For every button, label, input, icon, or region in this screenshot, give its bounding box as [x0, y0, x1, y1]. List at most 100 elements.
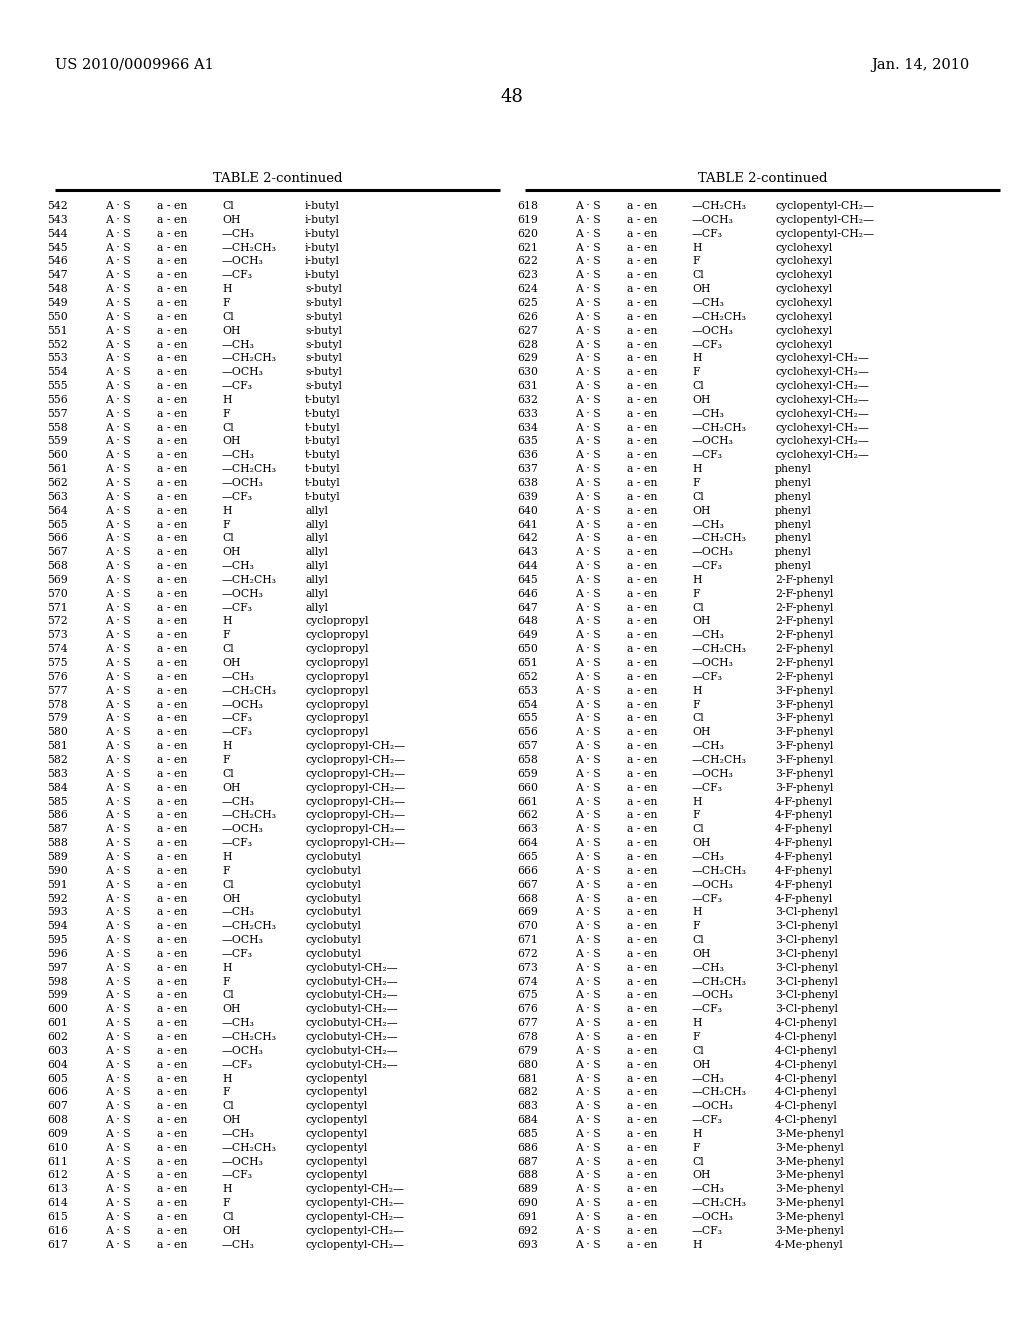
Text: 547: 547	[47, 271, 68, 280]
Text: cyclopropyl: cyclopropyl	[305, 616, 369, 627]
Text: cyclohexyl-CH₂—: cyclohexyl-CH₂—	[775, 381, 869, 391]
Text: 4-Cl-phenyl: 4-Cl-phenyl	[775, 1115, 838, 1125]
Text: 629: 629	[517, 354, 538, 363]
Text: F: F	[222, 866, 229, 875]
Text: a - en: a - en	[157, 506, 187, 516]
Text: i-butyl: i-butyl	[305, 201, 340, 211]
Text: OH: OH	[692, 1171, 711, 1180]
Text: A · S: A · S	[105, 506, 131, 516]
Text: —CH₂CH₃: —CH₂CH₃	[222, 810, 278, 821]
Text: 618: 618	[517, 201, 538, 211]
Text: allyl: allyl	[305, 603, 328, 612]
Text: 4-Cl-phenyl: 4-Cl-phenyl	[775, 1101, 838, 1111]
Text: t-butyl: t-butyl	[305, 492, 341, 502]
Text: A · S: A · S	[105, 450, 131, 461]
Text: F: F	[692, 810, 699, 821]
Text: 685: 685	[517, 1129, 538, 1139]
Text: A · S: A · S	[105, 1156, 131, 1167]
Text: 652: 652	[517, 672, 538, 682]
Text: —OCH₃: —OCH₃	[692, 659, 734, 668]
Text: cyclopentyl: cyclopentyl	[305, 1143, 368, 1152]
Text: 542: 542	[47, 201, 68, 211]
Text: 4-F-phenyl: 4-F-phenyl	[775, 879, 834, 890]
Text: A · S: A · S	[105, 824, 131, 834]
Text: 683: 683	[517, 1101, 538, 1111]
Text: —CH₃: —CH₃	[692, 1184, 725, 1195]
Text: a - en: a - en	[157, 271, 187, 280]
Text: 588: 588	[47, 838, 68, 849]
Text: a - en: a - en	[157, 603, 187, 612]
Text: 587: 587	[47, 824, 68, 834]
Text: 607: 607	[47, 1101, 68, 1111]
Text: A · S: A · S	[105, 520, 131, 529]
Text: —CH₃: —CH₃	[222, 339, 255, 350]
Text: OH: OH	[692, 1060, 711, 1069]
Text: Cl: Cl	[222, 533, 233, 544]
Text: —CH₃: —CH₃	[222, 796, 255, 807]
Text: a - en: a - en	[627, 1045, 657, 1056]
Text: A · S: A · S	[105, 962, 131, 973]
Text: A · S: A · S	[575, 478, 601, 488]
Text: A · S: A · S	[105, 866, 131, 875]
Text: 4-F-phenyl: 4-F-phenyl	[775, 810, 834, 821]
Text: 645: 645	[517, 576, 538, 585]
Text: —CH₂CH₃: —CH₂CH₃	[222, 576, 278, 585]
Text: Cl: Cl	[692, 271, 703, 280]
Text: phenyl: phenyl	[775, 492, 812, 502]
Text: cyclohexyl: cyclohexyl	[775, 339, 833, 350]
Text: 3-Me-phenyl: 3-Me-phenyl	[775, 1199, 844, 1208]
Text: —OCH₃: —OCH₃	[222, 824, 264, 834]
Text: cyclopentyl: cyclopentyl	[305, 1115, 368, 1125]
Text: A · S: A · S	[575, 644, 601, 655]
Text: a - en: a - en	[157, 962, 187, 973]
Text: 663: 663	[517, 824, 538, 834]
Text: 4-Cl-phenyl: 4-Cl-phenyl	[775, 1018, 838, 1028]
Text: —CH₂CH₃: —CH₂CH₃	[222, 921, 278, 931]
Text: —CH₃: —CH₃	[222, 907, 255, 917]
Text: A · S: A · S	[575, 700, 601, 710]
Text: A · S: A · S	[575, 243, 601, 252]
Text: US 2010/0009966 A1: US 2010/0009966 A1	[55, 58, 214, 73]
Text: A · S: A · S	[105, 1032, 131, 1041]
Text: A · S: A · S	[105, 1018, 131, 1028]
Text: A · S: A · S	[575, 492, 601, 502]
Text: 555: 555	[47, 381, 68, 391]
Text: cyclopentyl: cyclopentyl	[305, 1073, 368, 1084]
Text: cyclobutyl-CH₂—: cyclobutyl-CH₂—	[305, 962, 397, 973]
Text: Cl: Cl	[222, 1212, 233, 1222]
Text: A · S: A · S	[575, 851, 601, 862]
Text: 553: 553	[47, 354, 68, 363]
Text: A · S: A · S	[575, 755, 601, 766]
Text: 639: 639	[517, 492, 538, 502]
Text: A · S: A · S	[575, 1226, 601, 1236]
Text: H: H	[692, 1129, 701, 1139]
Text: —CH₂CH₃: —CH₂CH₃	[222, 354, 278, 363]
Text: 558: 558	[47, 422, 68, 433]
Text: A · S: A · S	[575, 339, 601, 350]
Text: 562: 562	[47, 478, 68, 488]
Text: OH: OH	[222, 894, 241, 903]
Text: A · S: A · S	[575, 879, 601, 890]
Text: a - en: a - en	[157, 659, 187, 668]
Text: A · S: A · S	[575, 935, 601, 945]
Text: 568: 568	[47, 561, 68, 572]
Text: a - en: a - en	[157, 644, 187, 655]
Text: A · S: A · S	[105, 977, 131, 986]
Text: a - en: a - en	[627, 243, 657, 252]
Text: 548: 548	[47, 284, 68, 294]
Text: A · S: A · S	[575, 603, 601, 612]
Text: 4-Cl-phenyl: 4-Cl-phenyl	[775, 1045, 838, 1056]
Text: A · S: A · S	[575, 1101, 601, 1111]
Text: F: F	[692, 1032, 699, 1041]
Text: —OCH₃: —OCH₃	[222, 589, 264, 599]
Text: 680: 680	[517, 1060, 538, 1069]
Text: A · S: A · S	[105, 533, 131, 544]
Text: —CF₃: —CF₃	[222, 1060, 253, 1069]
Text: 661: 661	[517, 796, 538, 807]
Text: 3-F-phenyl: 3-F-phenyl	[775, 755, 834, 766]
Text: a - en: a - en	[157, 631, 187, 640]
Text: a - en: a - en	[627, 644, 657, 655]
Text: A · S: A · S	[105, 700, 131, 710]
Text: 3-F-phenyl: 3-F-phenyl	[775, 741, 834, 751]
Text: A · S: A · S	[105, 354, 131, 363]
